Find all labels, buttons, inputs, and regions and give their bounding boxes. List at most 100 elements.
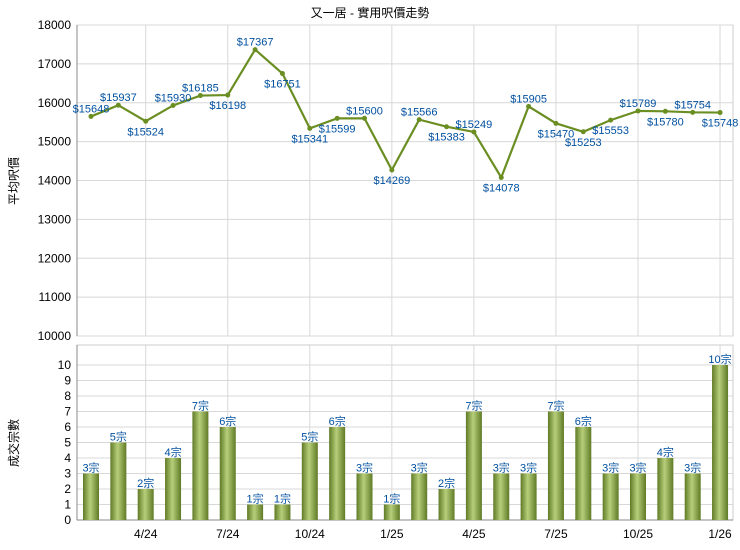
bar: [411, 473, 428, 520]
data-label: $15937: [100, 92, 137, 104]
bar-label: 6宗: [575, 414, 592, 428]
bar: [602, 473, 619, 520]
y-tick-label: 8: [64, 389, 71, 403]
bar: [547, 411, 564, 520]
data-point: [170, 102, 176, 108]
data-label: $14269: [373, 175, 410, 187]
data-label: $15566: [401, 107, 438, 119]
data-label: $15748: [702, 118, 739, 130]
bar-label: 1宗: [274, 492, 291, 506]
y-tick-label: 13000: [38, 212, 72, 226]
x-tick-label: 10/24: [295, 527, 325, 541]
y-tick-label: 4: [64, 451, 71, 465]
x-tick-label: 4/25: [462, 527, 486, 541]
bar: [383, 504, 400, 520]
bar-label: 2宗: [137, 476, 154, 490]
bar-label: 3宗: [602, 461, 619, 475]
y-tick-label: 0: [64, 513, 71, 527]
y-tick-label: 15000: [38, 135, 72, 149]
bar: [493, 473, 510, 520]
bar-label: 3宗: [493, 461, 510, 475]
y-tick-label: 3: [64, 467, 71, 481]
bar-label: 5宗: [301, 430, 318, 444]
data-label: $14078: [483, 182, 520, 194]
bar: [274, 504, 291, 520]
data-point: [498, 174, 504, 180]
data-label: $15553: [592, 125, 629, 137]
data-label: $15524: [127, 126, 164, 138]
data-label: $15599: [319, 123, 356, 135]
bar-label: 1宗: [383, 492, 400, 506]
data-label: $15253: [565, 137, 602, 149]
bar: [575, 427, 592, 520]
data-point: [580, 129, 586, 135]
bar: [301, 442, 318, 520]
bar: [438, 489, 455, 520]
bar: [83, 473, 99, 520]
data-label: $15789: [620, 98, 657, 110]
bar-label: 7宗: [192, 399, 209, 413]
data-label: $16198: [209, 100, 246, 112]
bar: [247, 504, 264, 520]
bar-label: 3宗: [684, 461, 701, 475]
bar-label: 2宗: [438, 476, 455, 490]
data-point: [608, 117, 614, 123]
y-axis-label-count: 成交宗數: [6, 419, 21, 467]
data-point: [389, 167, 395, 173]
bar-label: 10宗: [708, 352, 731, 366]
bar: [329, 427, 346, 520]
y-tick-label: 10000: [38, 329, 72, 343]
data-label: $15780: [647, 116, 684, 128]
bar-label: 3宗: [411, 461, 428, 475]
data-label: $15600: [346, 105, 383, 117]
y-tick-label: 6: [64, 420, 71, 434]
y-tick-label: 18000: [38, 18, 72, 32]
data-point: [690, 109, 696, 115]
x-tick-label: 7/24: [216, 527, 240, 541]
bar: [712, 365, 729, 520]
bar: [630, 473, 646, 520]
x-tick-label: 10/25: [623, 527, 653, 541]
bar: [657, 458, 674, 520]
data-point: [197, 93, 203, 99]
bar-label: 1宗: [247, 492, 264, 506]
bar-label: 7宗: [465, 399, 482, 413]
data-label: $16185: [182, 83, 219, 95]
bar: [520, 473, 537, 520]
y-tick-label: 7: [64, 405, 71, 419]
data-point: [662, 108, 668, 114]
data-label: $15648: [73, 103, 110, 115]
data-point: [553, 120, 559, 126]
y-tick-label: 1: [64, 498, 71, 512]
x-tick-label: 1/26: [708, 527, 732, 541]
data-label: $15341: [291, 133, 328, 145]
bar-label: 3宗: [356, 461, 373, 475]
x-tick-label: 7/25: [544, 527, 568, 541]
y-tick-label: 12000: [38, 251, 72, 265]
y-axis-label-price: 平均呎價: [7, 157, 21, 205]
data-label: $17367: [237, 37, 274, 49]
data-point: [526, 103, 532, 109]
data-label: $15470: [538, 128, 575, 140]
bar-label: 6宗: [219, 414, 236, 428]
data-point: [362, 115, 367, 121]
data-label: $15905: [510, 93, 547, 105]
x-tick-label: 4/24: [134, 527, 158, 541]
data-point: [334, 115, 340, 121]
y-tick-label: 5: [64, 436, 71, 450]
bar-label: 5宗: [110, 430, 127, 444]
data-label: $15930: [155, 92, 192, 104]
bar-label: 4宗: [164, 445, 181, 459]
y-tick-label: 17000: [38, 57, 72, 71]
data-label: $15754: [674, 99, 711, 111]
bar-label: 7宗: [547, 399, 564, 413]
data-point: [444, 124, 450, 130]
data-point: [279, 71, 285, 77]
data-label: $15383: [428, 132, 465, 144]
bar-label: 6宗: [329, 414, 346, 428]
bar: [219, 427, 236, 520]
data-point: [635, 108, 641, 114]
y-tick-label: 11000: [39, 290, 72, 304]
y-tick-label: 9: [64, 374, 71, 388]
bar: [192, 411, 209, 520]
